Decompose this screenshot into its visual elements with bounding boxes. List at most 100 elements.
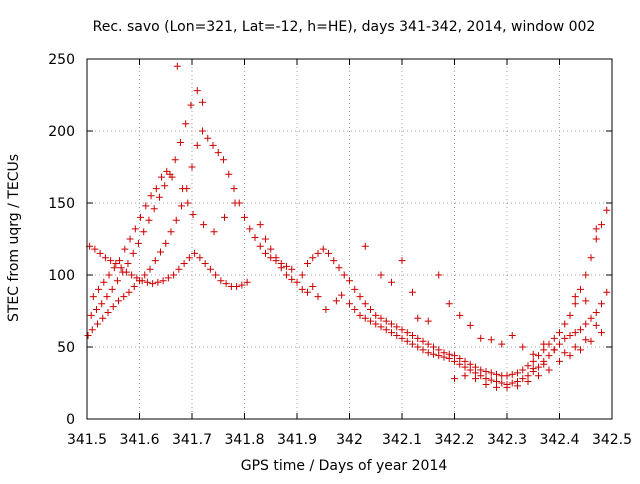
data-point [571, 300, 579, 308]
data-point [529, 357, 537, 365]
data-point [293, 278, 301, 286]
data-point [191, 249, 199, 257]
data-point [309, 254, 317, 262]
axis-ticks [86, 58, 613, 420]
data-point [571, 329, 579, 337]
y-tick-label: 200 [48, 124, 75, 140]
data-point [550, 346, 558, 354]
data-point [105, 271, 113, 279]
data-point [461, 357, 469, 365]
data-point [162, 239, 170, 247]
data-point [388, 320, 395, 328]
data-point [256, 242, 264, 250]
x-tick-label: 341.5 [67, 432, 107, 448]
data-point [393, 331, 401, 339]
data-point [314, 249, 322, 257]
data-point [519, 366, 527, 374]
data-point [298, 285, 306, 293]
x-tick-label: 342.3 [487, 432, 527, 448]
data-point [126, 235, 134, 243]
data-point [115, 297, 122, 305]
data-point [188, 163, 196, 171]
data-point [456, 311, 464, 319]
data-point [340, 271, 348, 279]
data-point [508, 370, 516, 378]
data-point [154, 278, 162, 286]
data-point [107, 257, 115, 265]
data-point [403, 329, 411, 337]
data-point [206, 265, 214, 273]
data-point [140, 228, 148, 236]
data-point [482, 367, 490, 375]
data-point [561, 349, 569, 357]
data-point [603, 206, 611, 214]
data-point [262, 235, 269, 243]
data-point [398, 334, 406, 342]
data-point [129, 249, 137, 257]
data-point [91, 245, 99, 253]
data-point [283, 271, 290, 279]
data-point [493, 370, 500, 378]
data-point [519, 375, 527, 383]
data-point [346, 277, 353, 285]
data-point [377, 271, 385, 279]
data-point [152, 185, 160, 193]
data-point [514, 369, 521, 377]
data-point [398, 326, 406, 334]
data-point [138, 277, 146, 285]
data-point [143, 278, 151, 286]
x-tick-label: 342 [336, 432, 363, 448]
data-point [577, 285, 584, 293]
data-point [209, 141, 217, 149]
data-point [222, 280, 230, 288]
data-point [231, 199, 239, 207]
data-point [117, 264, 125, 272]
data-point [445, 350, 453, 358]
x-tick-label: 342.4 [539, 432, 579, 448]
data-point [461, 372, 469, 380]
data-point [561, 334, 569, 342]
data-point [179, 185, 187, 193]
y-tick-label: 0 [66, 412, 75, 428]
data-point [508, 331, 516, 339]
data-point [314, 293, 322, 301]
data-point [109, 303, 117, 311]
data-point [233, 283, 241, 291]
data-point [204, 134, 212, 142]
data-point [361, 314, 369, 322]
data-point [163, 167, 171, 175]
data-point [164, 274, 172, 282]
data-point [199, 127, 206, 135]
data-point [445, 300, 453, 308]
data-point [535, 363, 542, 371]
data-point [409, 288, 416, 296]
data-point [88, 326, 96, 334]
data-point [125, 288, 133, 296]
data-point [351, 285, 359, 293]
data-point [150, 205, 158, 213]
x-tick-labels: 341.5 341.6 341.7 341.8 341.9 342 342.1 342.2 34… [67, 432, 632, 448]
data-point [201, 259, 209, 267]
data-point [196, 254, 204, 262]
x-tick-label: 342.5 [592, 432, 632, 448]
data-point [388, 329, 395, 337]
data-point [535, 352, 542, 360]
data-point [193, 87, 201, 95]
data-point [582, 336, 590, 344]
data-point [256, 221, 264, 229]
data-point [89, 293, 97, 301]
data-point [112, 259, 120, 267]
data-point [592, 321, 600, 329]
data-point [173, 62, 181, 70]
data-point [540, 340, 548, 348]
data-point [598, 300, 605, 308]
plot-frame [86, 58, 613, 420]
data-point [96, 249, 104, 257]
data-point [440, 349, 448, 357]
data-point [424, 317, 432, 325]
data-point [155, 193, 163, 201]
data-point [503, 383, 511, 391]
data-point [577, 346, 584, 354]
data-point [277, 264, 285, 272]
